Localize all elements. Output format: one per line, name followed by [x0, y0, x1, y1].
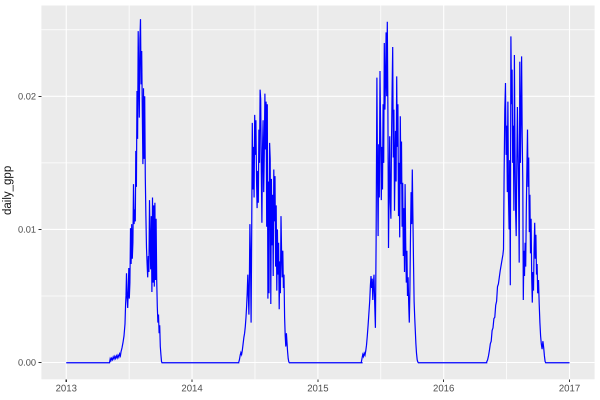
svg-text:0.00: 0.00	[18, 358, 36, 368]
svg-text:2017: 2017	[559, 383, 580, 394]
svg-text:2014: 2014	[181, 383, 203, 394]
svg-text:2013: 2013	[56, 383, 77, 394]
svg-text:0.01: 0.01	[18, 225, 36, 235]
svg-text:2016: 2016	[433, 383, 454, 394]
svg-text:0.02: 0.02	[18, 91, 36, 101]
svg-text:daily_gpp: daily_gpp	[2, 166, 14, 215]
svg-text:2015: 2015	[307, 383, 328, 394]
